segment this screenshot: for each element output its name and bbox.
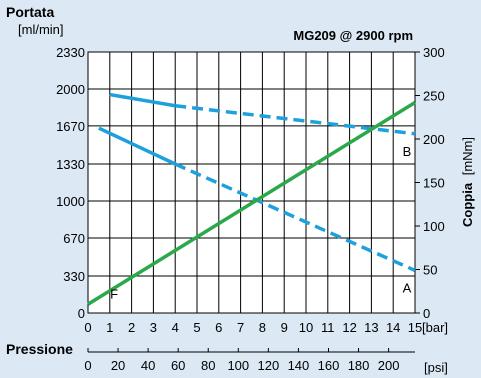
psi-tick-label: 200 (378, 358, 400, 373)
y-right-title: Coppia (460, 182, 475, 227)
series-label-A: A (403, 280, 412, 295)
psi-tick-label: 180 (348, 358, 370, 373)
y-left-tick-label: 0 (78, 306, 85, 321)
psi-tick-label: 0 (84, 358, 91, 373)
y-left-tick-label: 1670 (56, 119, 85, 134)
x-tick-label: 5 (193, 320, 200, 335)
psi-tick-label: 60 (171, 358, 185, 373)
x-tick-label: 2 (128, 320, 135, 335)
y-right-tick-label: 300 (423, 45, 445, 60)
series-label-F: F (110, 286, 118, 301)
x-tick-label: 15 (408, 320, 422, 335)
series-B-dashed (174, 104, 416, 136)
y-left-tick-label: 2000 (56, 82, 85, 97)
psi-tick-label: 100 (227, 358, 249, 373)
x-tick-label: 8 (259, 320, 266, 335)
series-group (87, 92, 416, 306)
x-tick-label: 0 (84, 320, 91, 335)
y-right-tick-label: 200 (423, 132, 445, 147)
x-tick-label: 13 (364, 320, 378, 335)
x-tick-label: 1 (106, 320, 113, 335)
psi-tick-label: 80 (201, 358, 215, 373)
y-right-tick-label: 250 (423, 89, 445, 104)
psi-tick-label: 160 (318, 358, 340, 373)
x-title: Pressione (6, 341, 73, 357)
x-unit-label: [bar] (422, 320, 448, 335)
y-right-unit: [mNm] (460, 137, 475, 175)
psi-tick-label: 140 (288, 358, 310, 373)
y-left-tick-label: 670 (63, 231, 85, 246)
tick-labels: 0501001502002503000330670100013301670200… (56, 45, 445, 373)
y-right-label: Coppia [mNm] (460, 137, 475, 227)
x-tick-label: 4 (172, 320, 179, 335)
axes (87, 51, 420, 353)
y-right-tick-label: 0 (423, 306, 430, 321)
x-tick-label: 11 (321, 320, 335, 335)
x-tick-label: 10 (299, 320, 313, 335)
x-tick-label: 6 (215, 320, 222, 335)
y-left-title: Portata (6, 4, 54, 20)
x-tick-label: 7 (237, 320, 244, 335)
x-tick-label: 3 (150, 320, 157, 335)
y-left-tick-label: 2330 (56, 45, 85, 60)
y-left-unit: [ml/min] (18, 22, 64, 37)
y-left-tick-label: 330 (63, 269, 85, 284)
y-right-tick-label: 150 (423, 176, 445, 191)
y-left-tick-label: 1000 (56, 194, 85, 209)
y-right-tick-label: 50 (423, 263, 437, 278)
chart-title: MG209 @ 2900 rpm (293, 28, 413, 43)
psi-tick-label: 120 (258, 358, 280, 373)
x-tick-label: 14 (386, 320, 400, 335)
x-tick-label: 9 (281, 320, 288, 335)
psi-tick-label: 40 (141, 358, 155, 373)
series-A-solid (98, 126, 176, 166)
series-F-solid (87, 100, 416, 306)
y-left-tick-label: 1330 (56, 157, 85, 172)
psi-tick-label: 20 (111, 358, 125, 373)
series-label-B: B (403, 144, 412, 159)
psi-unit-label: [psi] (424, 360, 448, 375)
x-tick-label: 12 (342, 320, 356, 335)
series-A-dashed (174, 162, 416, 273)
y-right-tick-label: 100 (423, 219, 445, 234)
series-B-solid (109, 92, 176, 108)
